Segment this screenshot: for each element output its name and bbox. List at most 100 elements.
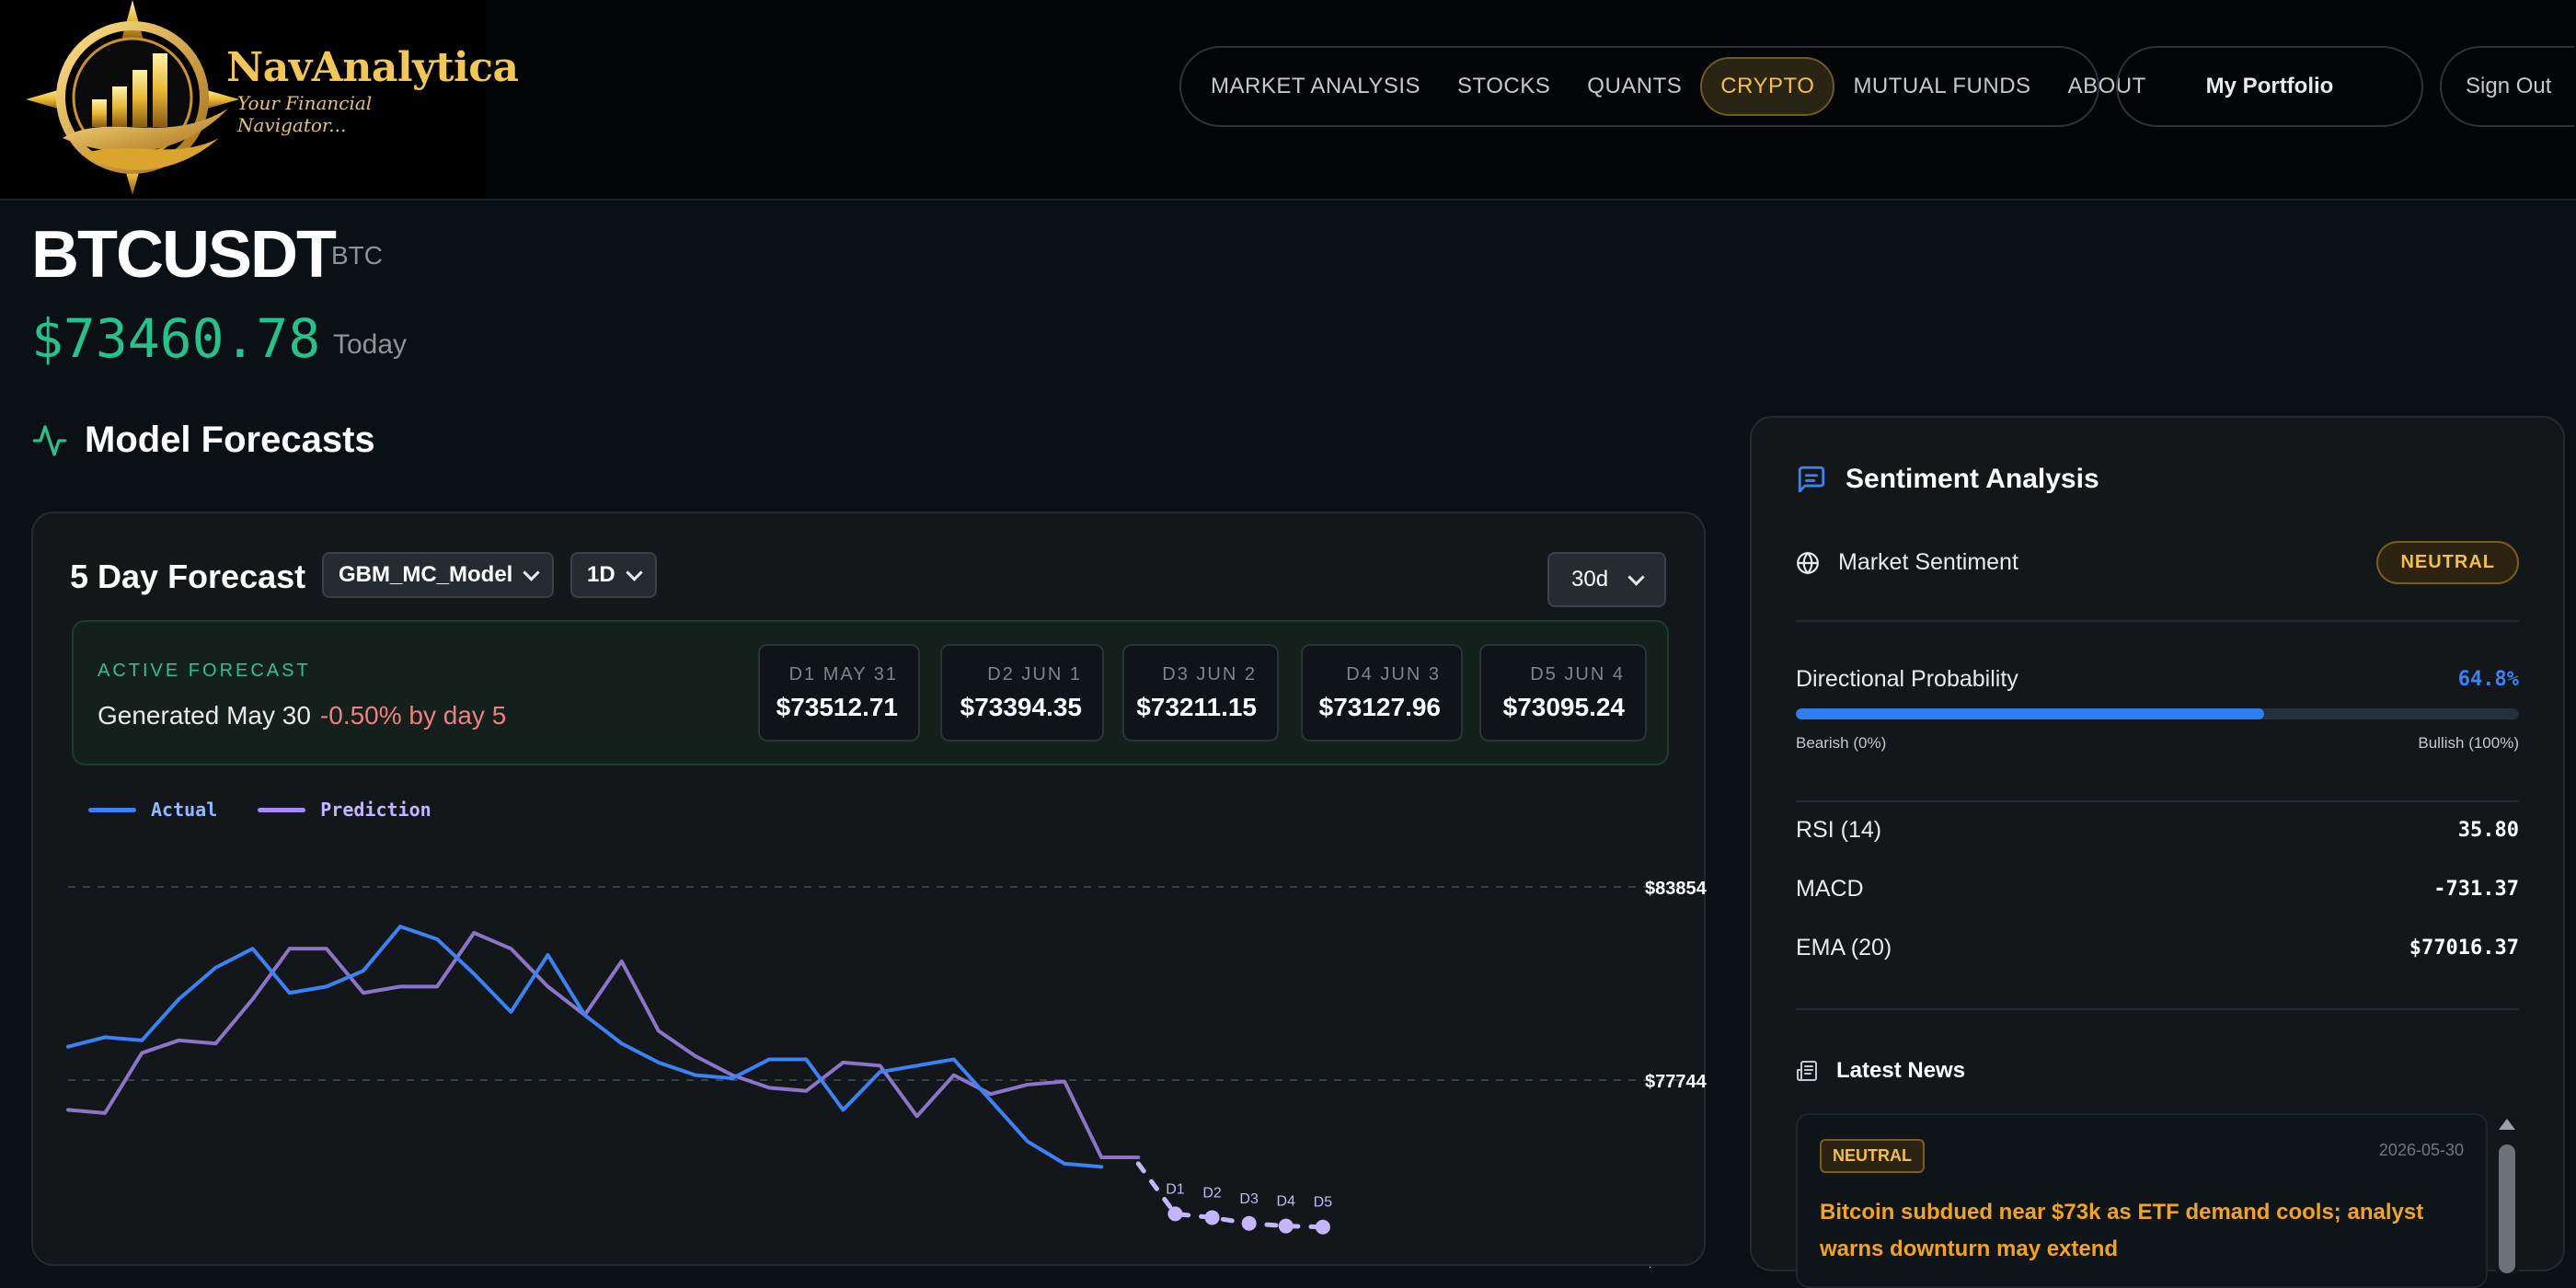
series-line-prediction bbox=[66, 930, 1141, 1159]
range-select-value: 30d bbox=[1571, 567, 1609, 592]
news-date: 2026-05-30 bbox=[2378, 1141, 2464, 1159]
forecast-day-value: $73394.35 bbox=[960, 692, 1082, 721]
brand-tagline: Your Financial Navigator... bbox=[237, 92, 373, 136]
brand-name: NavAnalytica bbox=[226, 44, 519, 91]
directional-probability-value: 64.8% bbox=[2457, 668, 2519, 691]
forecast-day-value: $73127.96 bbox=[1318, 692, 1441, 721]
chevron-down-icon bbox=[523, 563, 541, 581]
current-price: $73460.78 bbox=[31, 307, 321, 370]
scroll-thumb[interactable] bbox=[2499, 1144, 2515, 1273]
market-sentiment-row: Market Sentiment NEUTRAL bbox=[1796, 541, 2519, 584]
series-line-actual bbox=[66, 925, 1104, 1169]
news-item[interactable]: NEUTRAL 2026-05-30 Bitcoin subdued near … bbox=[1796, 1113, 2488, 1288]
forecast-point-label: D4 bbox=[1277, 1194, 1296, 1210]
legend-prediction[interactable]: Prediction bbox=[258, 799, 431, 821]
active-forecast-panel: ACTIVE FORECAST Generated May 30 -0.50% b… bbox=[72, 620, 1669, 765]
forecast-point[interactable] bbox=[1241, 1215, 1257, 1231]
forecast-day-card: D3 JUN 2 $73211.15 bbox=[1122, 644, 1279, 742]
forecast-point[interactable] bbox=[1204, 1210, 1220, 1225]
probability-bar bbox=[1796, 708, 2519, 719]
nav-item-mutual-funds[interactable]: MUTUAL FUNDS bbox=[1853, 74, 2031, 98]
section-title: Model Forecasts bbox=[31, 420, 375, 461]
directional-probability-row: Directional Probability 64.8% bbox=[1796, 666, 2519, 693]
forecast-point-label: D1 bbox=[1166, 1181, 1185, 1197]
interval-select[interactable]: 1D bbox=[570, 552, 657, 598]
forecast-point-label: D5 bbox=[1314, 1195, 1333, 1211]
indicator-row-rsi: RSI (14) 35.80 bbox=[1796, 817, 2519, 844]
main-nav: MARKET ANALYSIS STOCKS QUANTS CRYPTO MUTUAL … bbox=[1179, 46, 2145, 127]
chart-legend: Actual Prediction bbox=[88, 799, 431, 821]
generated-text: Generated May 30 -0.50% by day 5 bbox=[98, 701, 506, 730]
generated-date: Generated May 30 bbox=[98, 701, 311, 730]
market-sentiment-label: Market Sentiment bbox=[1838, 549, 2018, 575]
indicator-value: -731.37 bbox=[2433, 878, 2519, 901]
model-select-value: GBM_MC_Model bbox=[339, 562, 513, 587]
news-sentiment-badge: NEUTRAL bbox=[1820, 1139, 1925, 1173]
scroll-up-arrow-icon[interactable] bbox=[2499, 1119, 2515, 1130]
forecast-title: 5 Day Forecast bbox=[70, 558, 306, 595]
indicator-value: 35.80 bbox=[2457, 819, 2519, 842]
interval-select-value: 1D bbox=[587, 562, 615, 587]
indicator-label: RSI (14) bbox=[1796, 817, 1882, 843]
sentiment-header: Sentiment Analysis bbox=[1796, 464, 2099, 495]
legend-label-prediction: Prediction bbox=[320, 799, 431, 821]
price-label: Today bbox=[333, 329, 408, 360]
probability-bar-fill bbox=[1796, 708, 2265, 719]
brand-logo[interactable]: NavAnalytica Your Financial Navigator... bbox=[0, 0, 519, 199]
indicator-label: MACD bbox=[1796, 876, 1864, 902]
nav-item-stocks[interactable]: STOCKS bbox=[1457, 74, 1551, 98]
forecast-day-card: D1 MAY 31 $73512.71 bbox=[758, 644, 920, 742]
activity-icon bbox=[32, 424, 67, 456]
indicator-row-macd: MACD -731.37 bbox=[1796, 876, 2519, 903]
forecast-point-label: D2 bbox=[1202, 1185, 1222, 1201]
forecast-day-card: D4 JUN 3 $73127.96 bbox=[1301, 644, 1463, 742]
indicator-value: $77016.37 bbox=[2409, 937, 2519, 960]
chevron-down-icon bbox=[625, 563, 643, 581]
forecast-point[interactable] bbox=[1167, 1206, 1183, 1222]
bearish-label: Bearish (0%) bbox=[1796, 734, 1887, 752]
forecast-day-label: D3 JUN 2 bbox=[1162, 663, 1257, 684]
range-select[interactable]: 30d bbox=[1547, 552, 1667, 607]
newspaper-icon bbox=[1797, 1061, 1817, 1081]
ticker-symbol: BTCUSDT bbox=[31, 218, 337, 292]
message-square-icon bbox=[1798, 466, 1825, 493]
nav-item-market-analysis[interactable]: MARKET ANALYSIS bbox=[1211, 74, 1421, 98]
sign-out-button[interactable]: Sign Out bbox=[2440, 46, 2574, 127]
legend-label-actual: Actual bbox=[151, 799, 218, 821]
latest-news-title: Latest News bbox=[1836, 1058, 1966, 1083]
globe-icon bbox=[1797, 551, 1819, 574]
y-tick-label: $83854 bbox=[1645, 879, 1708, 899]
market-sentiment-badge: NEUTRAL bbox=[2376, 541, 2519, 584]
forecast-day-label: D5 JUN 4 bbox=[1530, 663, 1625, 684]
section-title-text: Model Forecasts bbox=[85, 420, 375, 460]
sentiment-card: Sentiment Analysis Market Sentiment NEUT… bbox=[1750, 416, 2565, 1288]
news-scrollbar[interactable] bbox=[2495, 1113, 2519, 1273]
latest-news-header: Latest News bbox=[1796, 1058, 1965, 1084]
legend-swatch-prediction bbox=[258, 807, 306, 812]
forecast-day-label: D2 JUN 1 bbox=[987, 663, 1082, 684]
divider bbox=[1796, 800, 2519, 802]
nav-item-quants[interactable]: QUANTS bbox=[1587, 74, 1683, 98]
nav-item-crypto[interactable]: CRYPTO bbox=[1700, 57, 1835, 116]
active-forecast-label: ACTIVE FORECAST bbox=[98, 661, 311, 681]
forecast-day-card: D5 JUN 4 $73095.24 bbox=[1479, 644, 1647, 742]
legend-swatch-actual bbox=[88, 807, 136, 812]
chevron-down-icon bbox=[1627, 568, 1645, 586]
news-headline[interactable]: Bitcoin subdued near $73k as ETF demand … bbox=[1820, 1200, 2424, 1261]
directional-probability-label: Directional Probability bbox=[1796, 666, 2018, 692]
sentiment-title: Sentiment Analysis bbox=[1846, 464, 2099, 494]
divider bbox=[1796, 1008, 2519, 1010]
my-portfolio-button[interactable]: My Portfolio bbox=[2116, 46, 2423, 127]
y-tick-label: $71633 bbox=[1645, 1265, 1707, 1268]
model-select[interactable]: GBM_MC_Model bbox=[322, 552, 555, 598]
indicator-label: EMA (20) bbox=[1796, 935, 1892, 960]
forecast-point[interactable] bbox=[1315, 1219, 1330, 1235]
legend-actual[interactable]: Actual bbox=[88, 799, 217, 821]
forecast-point[interactable] bbox=[1278, 1218, 1294, 1234]
indicator-row-ema: EMA (20) $77016.37 bbox=[1796, 935, 2519, 961]
forecast-day-value: $73211.15 bbox=[1136, 692, 1257, 721]
forecast-day-card: D2 JUN 1 $73394.35 bbox=[940, 644, 1104, 742]
forecast-day-label: D1 MAY 31 bbox=[788, 663, 898, 684]
forecast-card: 5 Day Forecast GBM_MC_Model 1D 30d ACTIV… bbox=[31, 512, 1708, 1268]
forecast-point-label: D3 bbox=[1239, 1191, 1259, 1207]
